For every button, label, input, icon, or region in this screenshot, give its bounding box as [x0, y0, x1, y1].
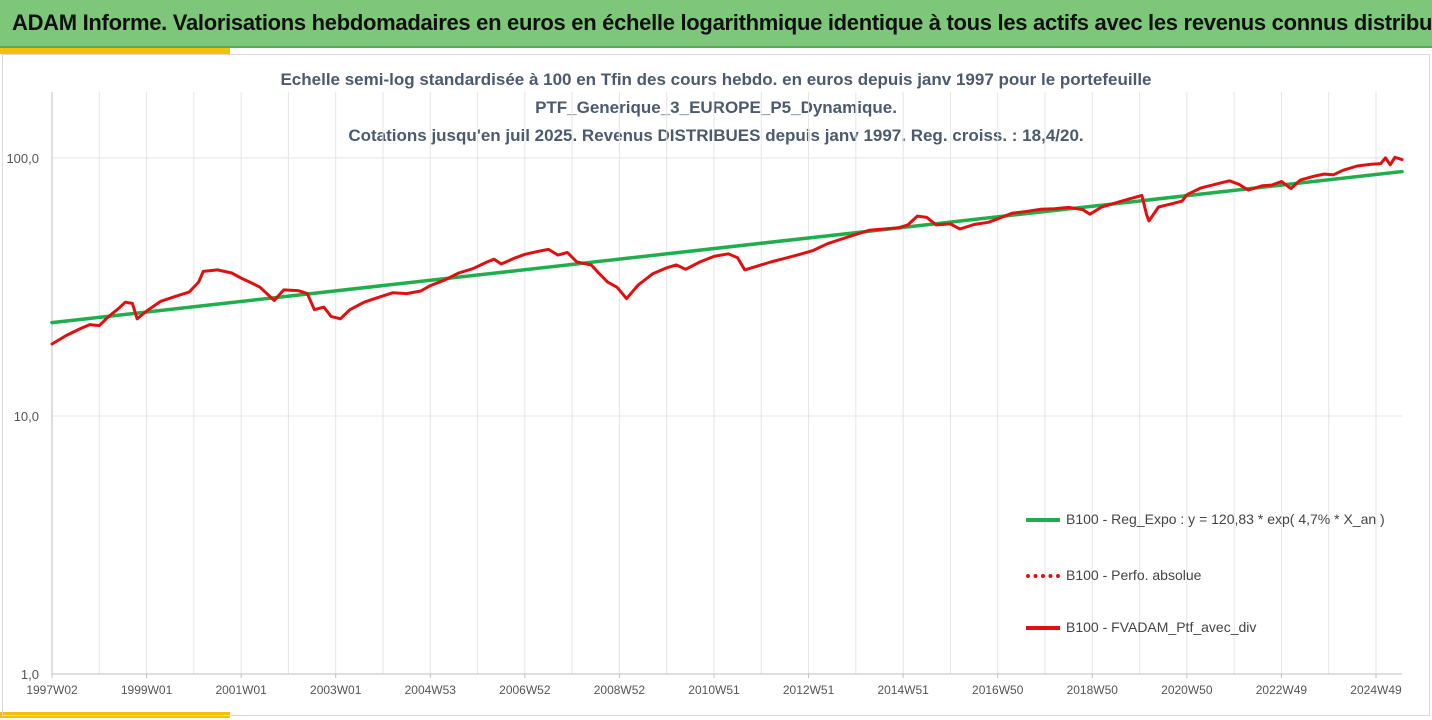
x-tick-label: 2010W51: [688, 683, 740, 697]
x-tick-label: 2008W52: [594, 683, 646, 697]
legend-item-absolute-perf: B100 - Perfo. absolue: [1026, 564, 1426, 588]
chart-frame: [2, 54, 1430, 716]
chart-title-line-1: Echelle semi-log standardisée à 100 en T…: [280, 70, 1152, 89]
x-tick-label: 1999W01: [121, 683, 173, 697]
legend-item-regression: B100 - Reg_Expo : y = 120,83 * exp( 4,7%…: [1026, 508, 1426, 532]
page-title: ADAM Informe. Valorisations hebdomadaire…: [12, 10, 1432, 35]
legend-swatch-portfolio: [1026, 626, 1060, 630]
legend-label-regression: B100 - Reg_Expo : y = 120,83 * exp( 4,7%…: [1066, 511, 1385, 527]
x-tick-label: 2018W50: [1067, 683, 1119, 697]
header-banner: ADAM Informe. Valorisations hebdomadaire…: [0, 0, 1432, 48]
legend-label-absolute-perf: B100 - Perfo. absolue: [1066, 567, 1202, 583]
legend-swatch-regression: [1026, 518, 1060, 522]
legend-item-portfolio: B100 - FVADAM_Ptf_avec_div: [1026, 616, 1426, 640]
series-lines: [50, 155, 1404, 346]
y-tick-label: 10,0: [14, 409, 39, 424]
accent-bar-top: [0, 48, 230, 54]
y-tick-label: 100,0: [6, 151, 39, 166]
x-tick-label: 2020W50: [1161, 683, 1213, 697]
x-tick-label: 2022W49: [1256, 683, 1308, 697]
legend-swatch-absolute-perf: [1026, 574, 1060, 578]
x-tick-label: 2016W50: [972, 683, 1024, 697]
x-tick-label: 2024W49: [1350, 683, 1402, 697]
legend-label-portfolio: B100 - FVADAM_Ptf_avec_div: [1066, 619, 1257, 635]
x-tick-label: 2001W01: [215, 683, 267, 697]
x-tick-label: 2003W01: [310, 683, 362, 697]
x-tick-label: 2014W51: [877, 683, 929, 697]
chart-title-line-3: Cotations jusqu'en juil 2025. Revenus DI…: [348, 126, 1084, 145]
regression-line: [50, 169, 1404, 325]
x-tick-label: 1997W02: [26, 683, 78, 697]
chart-title-line-2: PTF_Generique_3_EUROPE_P5_Dynamique.: [535, 98, 897, 117]
x-tick-label: 2012W51: [783, 683, 835, 697]
x-tick-label: 2006W52: [499, 683, 551, 697]
y-tick-label: 1,0: [21, 667, 39, 682]
x-tick-label: 2004W53: [405, 683, 457, 697]
axes: 1,0 10,0 100,0 1997W02 1999W01 2001W01 2003W01…: [6, 92, 1402, 697]
portfolio-line: [50, 155, 1404, 346]
